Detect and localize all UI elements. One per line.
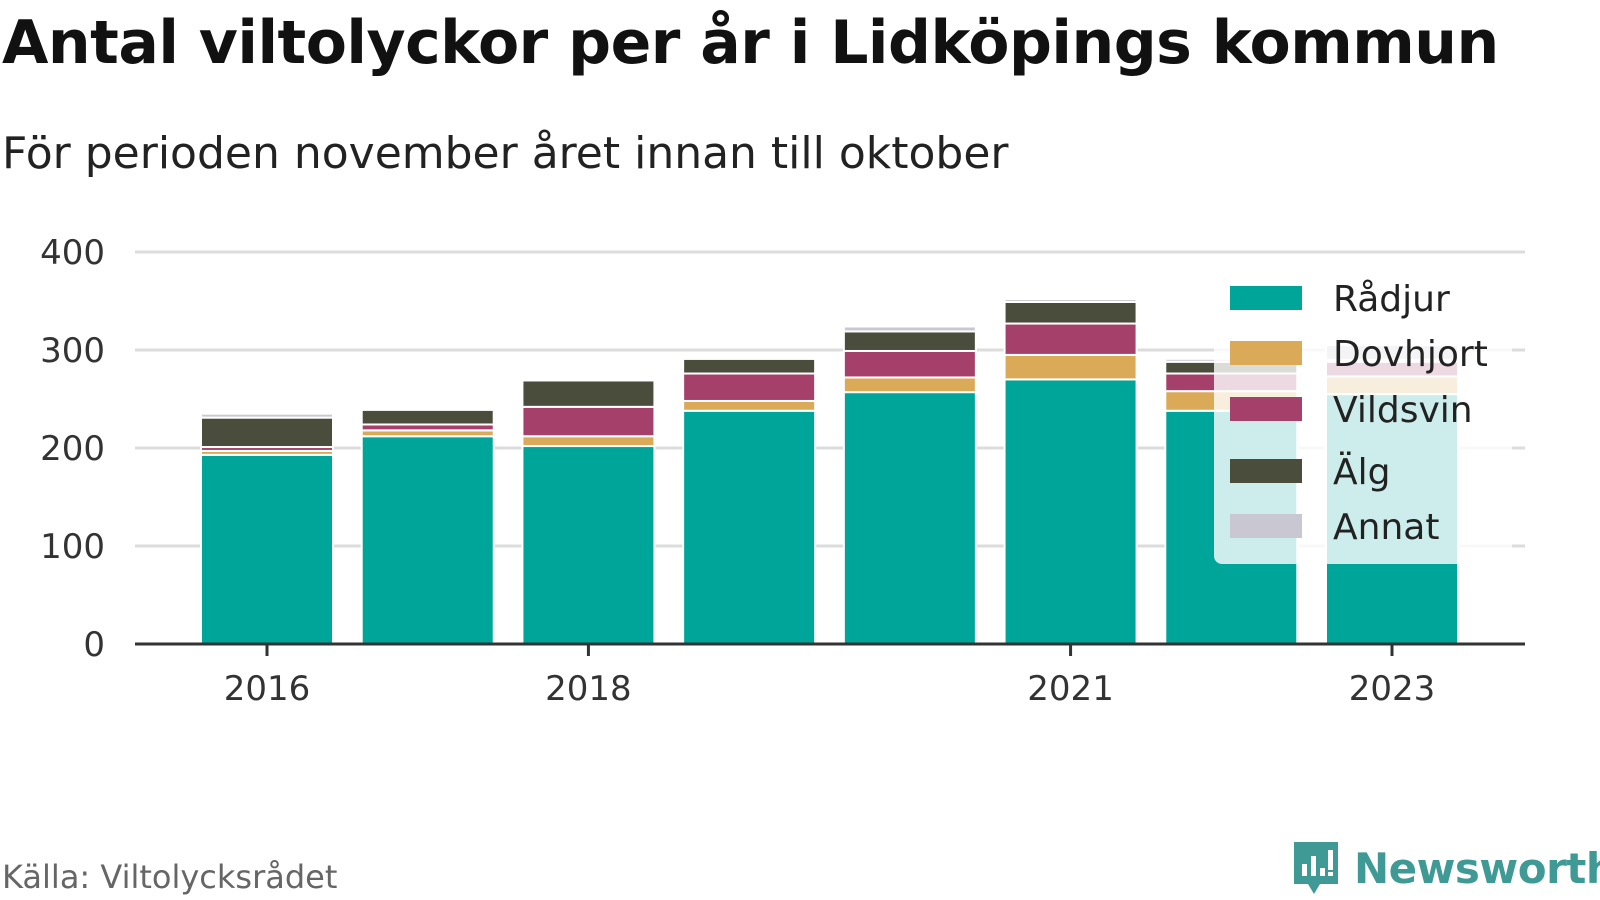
bar-segment-rådjur	[360, 435, 495, 645]
bar-segment-vildsvin	[842, 349, 977, 379]
legend-swatch	[1230, 397, 1302, 421]
source-note: Källa: Viltolycksrådet	[2, 858, 338, 896]
legend-label: Dovhjort	[1333, 334, 1488, 375]
bar-segment-älg	[842, 330, 977, 352]
bar-segment-rådjur	[842, 391, 977, 646]
x-tick-label: 2023	[1349, 669, 1436, 709]
bar-segment-älg	[682, 357, 817, 375]
stacked-bar-chart: 0 100 200 300 400 2016 2018 2021 2023 Rådjur Dov…	[40, 233, 1525, 709]
legend-label: Annat	[1333, 507, 1439, 548]
bar-segment-vildsvin	[521, 405, 656, 438]
bar-segment-vildsvin	[1003, 322, 1138, 356]
legend: Rådjur Dovhjort Vildsvin Älg Annat	[1214, 266, 1512, 564]
bar-segment-rådjur	[521, 445, 656, 646]
x-tick-label: 2021	[1027, 669, 1114, 709]
bar-segment-dovhjort	[1003, 353, 1138, 381]
bar-segment-annat	[1003, 298, 1138, 303]
legend-label: Vildsvin	[1333, 390, 1473, 431]
y-tick-label: 200	[40, 429, 105, 469]
legend-swatch	[1230, 286, 1302, 310]
bar-segment-rådjur	[682, 409, 817, 646]
chart-subtitle: För perioden november året innan till ok…	[2, 128, 1009, 179]
chart-title: Antal viltolyckor per år i Lidköpings ko…	[2, 8, 1499, 78]
x-tick-label: 2016	[224, 669, 311, 709]
newsworthy-logo-icon	[1294, 842, 1338, 894]
bar-segment-annat	[200, 412, 334, 419]
bar-segment-annat	[360, 406, 495, 411]
legend-swatch	[1230, 514, 1302, 538]
legend-swatch	[1230, 459, 1302, 483]
bar-segment-annat	[842, 325, 977, 333]
legend-label: Rådjur	[1333, 279, 1450, 320]
bar-segment-älg	[1003, 300, 1138, 325]
brand-logo[interactable]: Newsworthy	[1290, 838, 1600, 898]
y-axis-ticks: 0 100 200 300 400	[40, 233, 105, 665]
y-tick-label: 400	[40, 233, 105, 273]
y-tick-label: 0	[83, 625, 105, 665]
brand-name: Newsworthy	[1354, 843, 1600, 893]
legend-box	[1214, 266, 1512, 564]
bar-segment-annat	[521, 377, 656, 382]
bar-segment-rådjur	[1003, 378, 1138, 645]
y-tick-label: 300	[40, 331, 105, 371]
bar-segment-dovhjort	[521, 435, 656, 448]
legend-swatch	[1230, 341, 1302, 365]
bar-segment-älg	[360, 408, 495, 426]
bar-segment-rådjur	[200, 453, 334, 645]
legend-label: Älg	[1333, 451, 1390, 493]
bar-segment-vildsvin	[682, 372, 817, 402]
bar-segment-dovhjort	[682, 399, 817, 412]
bar-segment-annat	[682, 356, 817, 360]
y-tick-label: 100	[40, 527, 105, 567]
bar-segment-älg	[521, 379, 656, 408]
x-axis: 2016 2018 2021 2023	[135, 642, 1525, 709]
bar-segment-älg	[200, 416, 334, 449]
x-tick-label: 2018	[545, 669, 632, 709]
bar-segment-dovhjort	[842, 376, 977, 394]
